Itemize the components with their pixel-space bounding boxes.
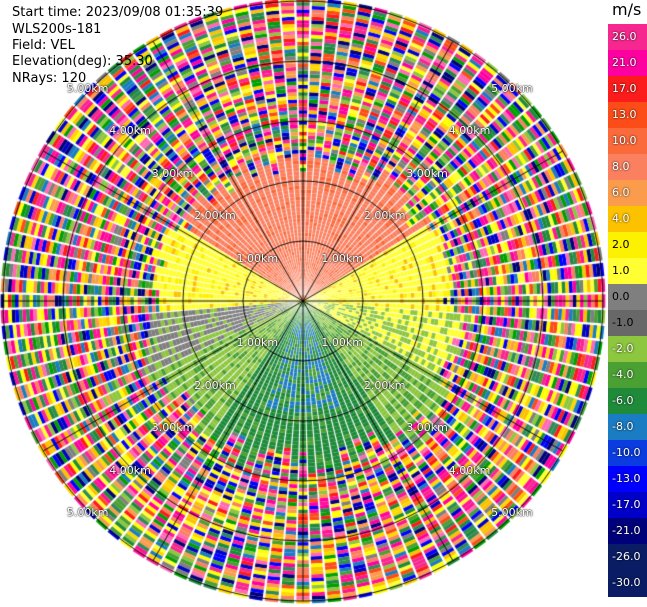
range-ring-label: 3.00km: [406, 166, 448, 180]
range-ring-label: 2.00km: [194, 378, 236, 392]
range-ring-label: 3.00km: [406, 421, 448, 435]
colorbar-tick-label: 6.0: [612, 186, 630, 199]
colorbar-segment: [608, 492, 647, 519]
colorbar-tick-label: -2.0: [612, 342, 634, 355]
colorbar-segment: [608, 76, 647, 103]
colorbar-tick-label: 1.0: [612, 264, 630, 277]
range-ring-label: 2.00km: [194, 209, 236, 223]
colorbar: [608, 24, 647, 597]
range-ring-label: 4.00km: [109, 463, 151, 477]
colorbar-segment: [608, 128, 647, 155]
colorbar-segment: [608, 102, 647, 129]
colorbar-segment: [608, 336, 647, 363]
colorbar-segment: [608, 258, 647, 285]
colorbar-tick-label: -10.0: [612, 446, 641, 459]
elevation-label: Elevation(deg): 35.30: [12, 54, 153, 69]
range-ring-label: 1.00km: [236, 251, 279, 265]
colorbar-segment: [608, 518, 647, 545]
nrays-label: NRays: 120: [12, 71, 87, 86]
colorbar-tick-label: 17.0: [612, 82, 637, 95]
range-ring-label: 5.00km: [66, 81, 109, 95]
colorbar-tick-label: -13.0: [612, 472, 641, 485]
device-label: WLS200s-181: [12, 22, 102, 37]
colorbar-segment: [608, 414, 647, 441]
colorbar-segment: [608, 362, 647, 389]
colorbar-tick-label: -17.0: [612, 498, 641, 511]
range-ring-label: 4.00km: [109, 124, 151, 138]
range-ring-label: 1.00km: [321, 251, 363, 265]
range-ring-label: 2.00km: [363, 378, 406, 392]
colorbar-tick-label: 2.0: [612, 238, 630, 251]
colorbar-tick-label: -8.0: [612, 420, 634, 433]
colorbar-tick-label: -30.0: [612, 576, 641, 589]
start-time-label: Start time: 2023/09/08 01:35:39: [12, 5, 224, 20]
colorbar-segment: [608, 154, 647, 181]
range-ring-label: 5.00km: [491, 506, 533, 520]
colorbar-segment: [608, 466, 647, 493]
colorbar-segment: [608, 284, 647, 311]
range-ring-label: 4.00km: [448, 124, 491, 138]
colorbar-segment: [608, 388, 647, 415]
colorbar-title: m/s: [612, 0, 642, 19]
colorbar-tick-label: 13.0: [612, 108, 637, 121]
range-ring-label: 5.00km: [66, 506, 109, 520]
colorbar-segment: [608, 544, 647, 571]
colorbar-tick-label: 10.0: [612, 134, 637, 147]
range-ring-label: 3.00km: [151, 421, 194, 435]
colorbar-segment: [608, 206, 647, 233]
range-ring-label: 1.00km: [236, 336, 279, 350]
range-ring-label: 4.00km: [448, 463, 491, 477]
range-ring-label: 5.00km: [491, 81, 533, 95]
field-label: Field: VEL: [12, 38, 75, 53]
colorbar-tick-label: -26.0: [612, 550, 641, 563]
colorbar-segment: [608, 24, 647, 51]
colorbar-tick-label: 4.0: [612, 212, 630, 225]
colorbar-tick-label: 21.0: [612, 56, 637, 69]
colorbar-tick-label: -1.0: [612, 316, 634, 329]
colorbar-tick-label: 0.0: [612, 290, 630, 303]
colorbar-tick-label: -21.0: [612, 524, 641, 537]
colorbar-tick-label: 8.0: [612, 160, 630, 173]
colorbar-segment: [608, 310, 647, 337]
colorbar-segment: [608, 180, 647, 207]
colorbar-tick-label: 26.0: [612, 30, 637, 43]
colorbar-segment: [608, 232, 647, 259]
colorbar-segment: [608, 50, 647, 77]
colorbar-tick-label: -4.0: [612, 368, 634, 381]
colorbar-segment: [608, 440, 647, 467]
colorbar-tick-label: -6.0: [612, 394, 634, 407]
range-ring-label: 3.00km: [151, 166, 194, 180]
range-ring-label: 2.00km: [363, 209, 406, 223]
range-ring-label: 1.00km: [321, 336, 363, 350]
colorbar-segment: [608, 570, 647, 597]
